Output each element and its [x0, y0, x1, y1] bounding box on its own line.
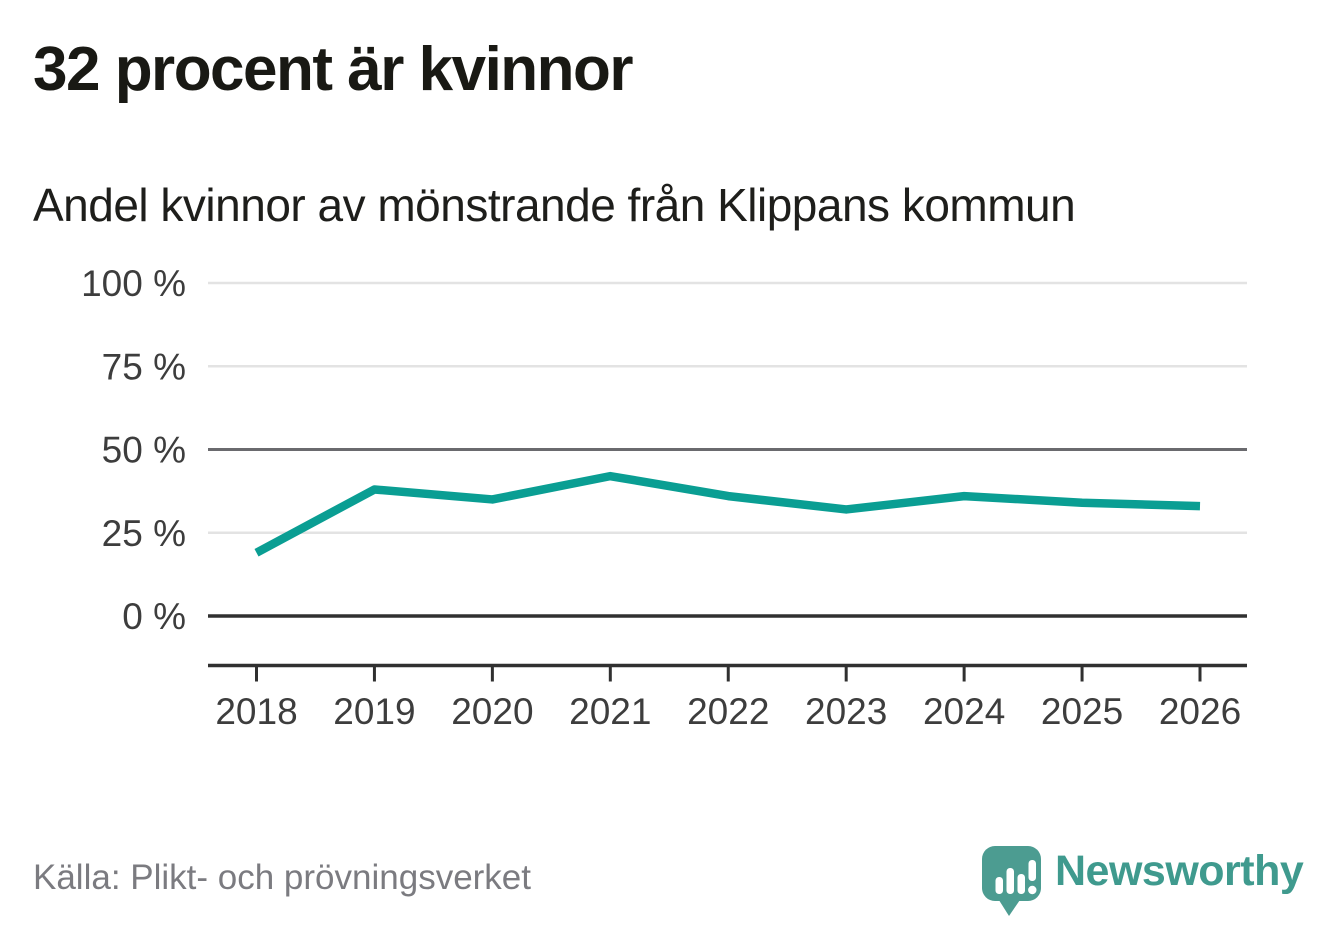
newsworthy-logo-icon [982, 846, 1041, 916]
y-axis-label-100: 100 % [81, 263, 186, 304]
page-title: 32 procent är kvinnor [33, 35, 634, 104]
x-axis-label-2023: 2023 [805, 691, 887, 732]
x-axis-label-2021: 2021 [569, 691, 651, 732]
x-axis-label-2020: 2020 [451, 691, 533, 732]
x-axis-label-2022: 2022 [687, 691, 769, 732]
y-axis-label-75: 75 % [102, 346, 186, 387]
y-axis-label-25: 25 % [102, 513, 186, 554]
page-subtitle: Andel kvinnor av mönstrande från Klippan… [33, 179, 1076, 231]
y-axis-label-0: 0 % [122, 596, 186, 637]
newsworthy-logo-text: Newsworthy [1055, 847, 1304, 895]
newsworthy-logo: Newsworthy [981, 845, 1304, 921]
x-axis-label-2025: 2025 [1041, 691, 1123, 732]
x-axis-label-2019: 2019 [333, 691, 415, 732]
x-axis-label-2026: 2026 [1159, 691, 1241, 732]
y-axis-label-50: 50 % [102, 430, 186, 471]
source-text: Källa: Plikt- och prövningsverket [33, 858, 531, 897]
data-line [254, 471, 1201, 557]
x-axis-label-2018: 2018 [215, 691, 297, 732]
x-axis-label-2024: 2024 [923, 691, 1005, 732]
